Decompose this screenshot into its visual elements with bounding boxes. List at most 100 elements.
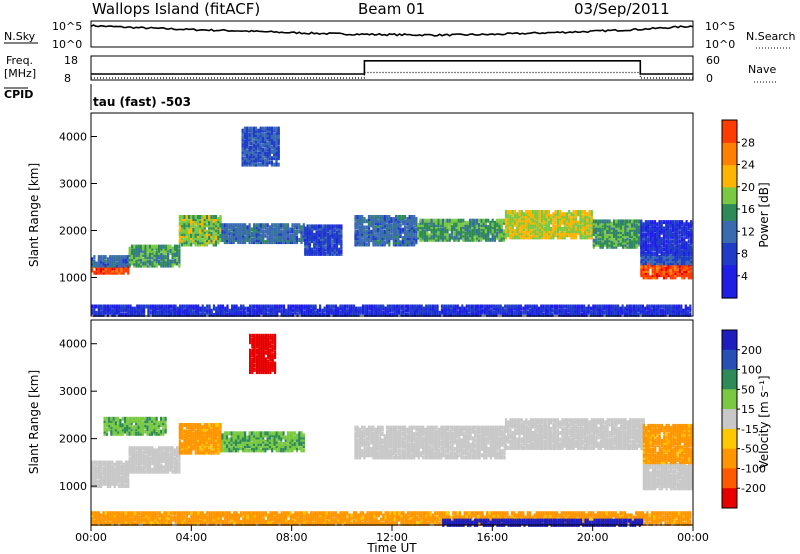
heatmap-cell-vel-marks-1: [160, 459, 163, 463]
heatmap-cell-vel-marks-1: [173, 461, 176, 466]
heatmap-cell-vel-marks-0: [115, 462, 118, 467]
heatmap-cell-power-marks-6: [356, 240, 359, 245]
heatmap-cell-power-marks-6: [379, 221, 382, 226]
heatmap-cell-power-marks-14: [393, 306, 396, 311]
heatmap-cell-power-marks-14: [352, 312, 356, 317]
heatmap-cell-power-marks-8: [545, 222, 548, 227]
heatmap-cell-vel-marks-0: [111, 473, 114, 478]
heatmap-cell-power-marks-14: [142, 308, 146, 313]
heatmap-cell-power-marks-5: [340, 239, 343, 244]
heatmap-cell-vel-marks-0: [118, 464, 121, 469]
heatmap-cell-vel-marks-0: [118, 477, 121, 482]
heatmap-cell-power-marks-2: [139, 244, 143, 249]
heatmap-cell-power-marks-6: [392, 225, 395, 230]
heatmap-cell-power-marks-2: [146, 248, 149, 253]
heatmap-cell-power-marks-2: [142, 257, 145, 262]
heatmap-cell-power-marks-14: [420, 304, 423, 309]
heatmap-cell-power-marks-7: [419, 218, 422, 223]
heatmap-cell-power-marks-13: [264, 128, 267, 133]
heatmap-cell-power-marks-14: [210, 312, 213, 317]
heatmap-cell-power-marks-10: [665, 269, 668, 273]
heatmap-cell-power-marks-10: [647, 264, 650, 269]
heatmap-cell-power-marks-0: [102, 266, 105, 271]
heatmap-cell-vel-marks-1: [169, 465, 172, 470]
heatmap-cell-power-marks-13: [246, 133, 249, 137]
heatmap-cell-power-marks-4: [262, 240, 265, 245]
heatmap-cell-vel-marks-1: [169, 446, 172, 451]
heatmap-cell-power-marks-2: [160, 244, 163, 249]
heatmap-cell-power-marks-6: [415, 217, 418, 222]
heatmap-cell-power-marks-5: [331, 232, 334, 237]
heatmap-cell-power-marks-4: [221, 235, 224, 240]
heatmap-cell-power-marks-8: [590, 227, 593, 231]
heatmap-cell-power-marks-14: [334, 312, 337, 317]
heatmap-cell-power-marks-4: [253, 229, 256, 234]
heatmap-cell-power-marks-7: [493, 225, 496, 230]
heatmap-cell-power-marks-14: [468, 312, 471, 317]
heatmap-cell-power-marks-7: [421, 237, 424, 242]
heatmap-cell-vel-marks-1: [139, 454, 143, 459]
heatmap-cell-power-marks-11: [660, 254, 663, 259]
heatmap-cell-power-marks-14: [608, 304, 611, 309]
heatmap-cell-power-marks-6: [354, 236, 357, 241]
heatmap-cell-power-marks-10: [658, 264, 661, 269]
heatmap-cell-power-marks-3: [219, 229, 222, 234]
heatmap-cell-power-marks-14: [118, 310, 121, 315]
heatmap-cell-power-marks-5: [313, 239, 316, 244]
heatmap-cell-power-marks-14: [395, 310, 398, 315]
heatmap-cell-power-marks-14: [680, 304, 683, 309]
heatmap-cell-power-marks-14: [445, 304, 448, 309]
heatmap-cell-power-marks-14: [271, 308, 274, 313]
heatmap-cell-vel-marks-1: [128, 446, 131, 451]
heatmap-cell-power-marks-9: [592, 242, 595, 247]
heatmap-cell-power-marks-14: [382, 304, 385, 309]
heatmap-cell-power-marks-5: [320, 226, 323, 231]
heatmap-cell-power-marks-14: [113, 310, 116, 315]
heatmap-cell-power-marks-4: [235, 238, 238, 242]
heatmap-cell-power-marks-8: [536, 216, 539, 221]
heatmap-cell-vel-marks-1: [146, 448, 149, 453]
heatmap-cell-power-marks-14: [594, 308, 597, 313]
heatmap-cell-power-marks-6: [397, 217, 400, 222]
heatmap-cell-power-marks-13: [275, 152, 278, 156]
heatmap-cell-power-marks-14: [544, 312, 547, 317]
heatmap-cell-power-marks-2: [146, 261, 149, 266]
heatmap-cell-power-marks-4: [291, 223, 294, 228]
heatmap-cell-vel-marks-1: [164, 454, 167, 459]
heatmap-cell-power-marks-3: [194, 231, 197, 236]
heatmap-cell-power-marks-8: [532, 210, 535, 214]
heatmap-cell-power-marks-8: [554, 210, 557, 214]
heatmap-cell-vel-marks-1: [173, 467, 176, 472]
heatmap-cell-power-marks-8: [588, 233, 591, 238]
heatmap-cell-power-marks-12: [676, 243, 679, 248]
heatmap-cell-power-marks-12: [660, 220, 663, 225]
heatmap-cell-vel-marks-0: [111, 481, 114, 486]
heatmap-cell-power-marks-11: [662, 254, 666, 259]
heatmap-cell-power-marks-2: [167, 246, 170, 251]
heatmap-cell-power-marks-14: [576, 306, 579, 311]
heatmap-cell-vel-marks-0: [109, 473, 112, 478]
heatmap-cell-power-marks-5: [313, 226, 316, 231]
heatmap-cell-power-marks-12: [687, 249, 690, 254]
heatmap-cell-power-marks-14: [569, 310, 572, 315]
heatmap-cell-vel-marks-1: [133, 448, 136, 453]
heatmap-cell-power-marks-12: [662, 226, 666, 231]
heatmap-cell-power-marks-13: [266, 145, 269, 150]
heatmap-cell-power-marks-3: [201, 240, 204, 245]
heatmap-cell-power-marks-4: [293, 231, 296, 236]
heatmap-cell-power-marks-2: [158, 250, 161, 255]
heatmap-cell-power-marks-6: [392, 240, 395, 245]
heatmap-cell-power-marks-14: [436, 308, 439, 313]
heatmap-cell-power-marks-8: [572, 216, 575, 221]
heatmap-cell-vel-marks-1: [139, 446, 143, 451]
heatmap-cell-vel-marks-1: [162, 454, 165, 459]
heatmap-cell-power-marks-14: [217, 310, 220, 315]
heatmap-cell-power-marks-14: [630, 310, 633, 315]
heatmap-cell-power-marks-9: [626, 236, 629, 241]
heatmap-cell-power-marks-8: [581, 233, 584, 238]
heatmap-cell-power-marks-12: [653, 232, 657, 237]
heatmap-cell-power-marks-14: [332, 308, 335, 313]
heatmap-cell-power-marks-14: [120, 306, 123, 311]
heatmap-cell-power-marks-4: [300, 229, 303, 234]
heatmap-cell-power-marks-7: [482, 220, 485, 225]
